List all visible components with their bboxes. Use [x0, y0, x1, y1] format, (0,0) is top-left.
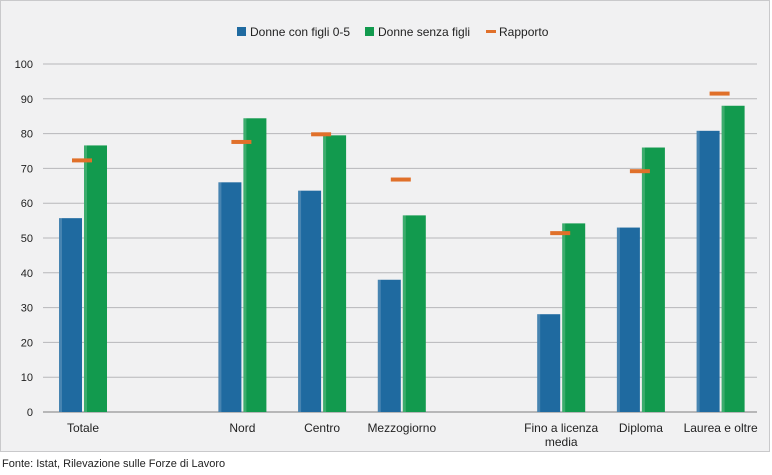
legend-label-0: Donne con figli 0-5 [250, 25, 350, 39]
ratio-marker-1 [231, 139, 252, 144]
x-label-1: Nord [229, 421, 255, 435]
bar-0-3 [377, 279, 401, 412]
x-label-line-3-0: Mezzogiorno [367, 421, 436, 435]
bar-highlight-1-1 [243, 118, 247, 413]
x-label-line-0-0: Totale [67, 421, 99, 435]
x-label-line-4-0: Fino a licenza [524, 421, 598, 435]
bar-highlight-0-6 [696, 130, 700, 413]
x-label-6: Laurea e oltre [684, 421, 758, 435]
source-note: Fonte: Istat, Rilevazione sulle Forze di… [2, 458, 226, 470]
y-tick-label-30: 30 [21, 303, 33, 315]
x-label-2: Centro [304, 421, 340, 435]
x-label-line-2-0: Centro [304, 421, 340, 435]
x-label-line-6-0: Laurea e oltre [684, 421, 758, 435]
bar-0-1 [218, 182, 242, 412]
bar-1-5 [641, 147, 665, 412]
bar-highlight-1-6 [721, 105, 725, 412]
bar-highlight-0-4 [537, 314, 541, 412]
bar-1-2 [323, 135, 347, 412]
chart-area: 0 10 20 30 40 50 60 70 80 90 100 Totale Nord Centro M… [0, 0, 770, 452]
bar-1-3 [402, 215, 426, 412]
y-tick-label-70: 70 [21, 163, 33, 175]
grid-lines [43, 63, 757, 413]
ratio-marker-6 [709, 91, 730, 96]
y-tick-label-10: 10 [21, 372, 33, 384]
y-tick-label-20: 20 [21, 337, 33, 349]
bar-1-4 [562, 223, 586, 412]
bar-highlight-0-0 [59, 218, 62, 412]
legend-label-2: Rapporto [499, 25, 549, 39]
x-label-line-1-0: Nord [229, 421, 255, 435]
legend-swatch-1 [365, 27, 374, 36]
x-label-line-5-0: Diploma [619, 421, 663, 435]
ratio-markers [72, 91, 730, 236]
y-tick-label-90: 90 [21, 94, 33, 106]
bar-0-4 [537, 314, 561, 412]
y-tick-label-0: 0 [27, 407, 33, 419]
bar-highlight-0-3 [377, 279, 381, 412]
bar-0-0 [59, 218, 82, 412]
x-label-3: Mezzogiorno [367, 421, 436, 435]
x-label-4: Fino a licenza media [524, 421, 598, 449]
y-tick-label-40: 40 [21, 268, 33, 280]
bar-highlight-1-0 [84, 145, 87, 412]
bar-highlight-1-2 [323, 135, 327, 412]
ratio-marker-3 [390, 177, 411, 182]
bar-highlight-1-4 [562, 223, 566, 412]
x-label-5: Diploma [619, 421, 663, 435]
bar-highlight-1-5 [641, 147, 645, 412]
ratio-marker-5 [629, 169, 650, 174]
y-tick-label-60: 60 [21, 198, 33, 210]
legend-label-1: Donne senza figli [378, 25, 470, 39]
legend-swatch-2 [486, 30, 496, 33]
bar-1-0 [84, 145, 107, 412]
bar-0-2 [298, 190, 322, 412]
bars [59, 105, 745, 413]
bar-highlight-0-2 [298, 190, 302, 412]
bar-chart: 0 10 20 30 40 50 60 70 80 90 100 Totale Nord Centro M… [15, 25, 758, 449]
bar-1-6 [721, 105, 745, 412]
y-axis-ticks: 0 10 20 30 40 50 60 70 80 90 100 [15, 59, 33, 419]
bar-1-1 [243, 118, 267, 413]
bar-0-6 [696, 130, 720, 413]
x-label-line-4-1: media [545, 435, 578, 449]
ratio-marker-4 [550, 231, 571, 236]
ratio-marker-2 [311, 132, 332, 137]
x-label-0: Totale [67, 421, 99, 435]
y-tick-label-100: 100 [15, 59, 33, 71]
x-axis-labels: Totale Nord Centro Mezzogiorno Fino a licenz… [67, 421, 758, 449]
y-tick-label-80: 80 [21, 129, 33, 141]
legend-swatch-0 [237, 27, 246, 36]
ratio-marker-0 [72, 158, 92, 163]
bar-highlight-0-5 [616, 227, 620, 412]
bar-0-5 [616, 227, 640, 412]
legend: Donne con figli 0-5 Donne senza figli Rapp… [237, 25, 549, 39]
bar-highlight-0-1 [218, 182, 222, 412]
bar-highlight-1-3 [402, 215, 406, 412]
y-tick-label-50: 50 [21, 233, 33, 245]
